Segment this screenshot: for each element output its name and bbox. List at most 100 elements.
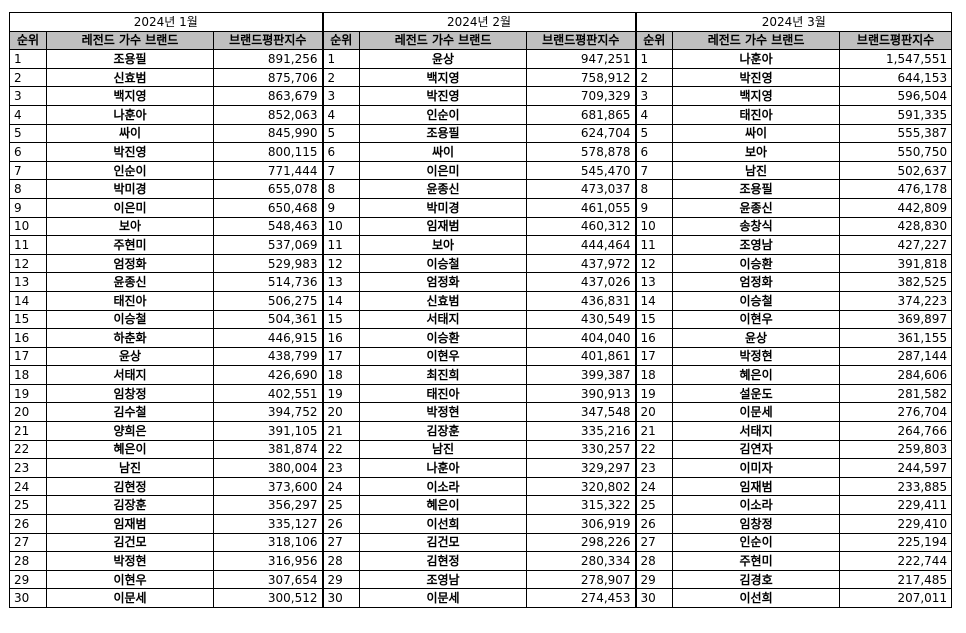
singer-name-cell: 박진영: [672, 67, 841, 88]
rank-cell: 17: [9, 346, 47, 367]
singer-name-cell: 서태지: [46, 365, 214, 385]
rank-cell: 20: [321, 402, 361, 423]
rank-cell: 13: [321, 272, 361, 292]
singer-name-cell: 혜은이: [672, 365, 841, 385]
rank-cell: 16: [634, 328, 674, 348]
singer-name-cell: 박정현: [359, 402, 528, 423]
rank-cell: 6: [9, 142, 47, 162]
singer-name-cell: 이은미: [46, 197, 214, 218]
singer-name-cell: 이승환: [672, 253, 841, 274]
header-brand: 레전드 가수 브랜드: [359, 30, 528, 51]
singer-name-cell: 송창식: [672, 216, 841, 237]
rank-cell: 19: [321, 383, 361, 404]
table-row: 23 남진 380,004 23 나훈아 329,297 23 이미자 244,597: [9, 458, 953, 478]
brand-reputation-table: 2024년 1월 2024년 2월 2024년 3월 순위 레전드 가수 브랜드…: [8, 12, 953, 608]
singer-name-cell: 조영남: [359, 569, 528, 590]
reputation-index-cell: 233,885: [839, 476, 953, 497]
singer-name-cell: 태진아: [672, 104, 841, 125]
rank-cell: 6: [321, 142, 361, 162]
singer-name-cell: 이소라: [672, 495, 841, 516]
reputation-index-cell: 845,990: [212, 123, 324, 144]
singer-name-cell: 싸이: [672, 123, 841, 144]
table-row: 26 임재범 335,127 26 이선희 306,919 26 임창정 229,410: [9, 514, 953, 534]
singer-name-cell: 엄정화: [359, 272, 528, 292]
rank-cell: 18: [634, 365, 674, 385]
rank-cell: 20: [9, 402, 47, 423]
rank-cell: 4: [9, 104, 47, 125]
reputation-index-cell: 222,744: [839, 551, 953, 571]
rank-cell: 17: [321, 346, 361, 367]
reputation-index-cell: 259,803: [839, 439, 953, 460]
reputation-index-cell: 335,127: [212, 514, 324, 534]
singer-name-cell: 신효범: [46, 67, 214, 88]
rank-cell: 23: [634, 458, 674, 478]
rank-cell: 5: [9, 123, 47, 144]
singer-name-cell: 주현미: [46, 235, 214, 255]
reputation-index-cell: 347,548: [526, 402, 637, 423]
rank-cell: 14: [9, 290, 47, 311]
singer-name-cell: 싸이: [46, 123, 214, 144]
rank-cell: 19: [9, 383, 47, 404]
reputation-index-cell: 947,251: [526, 49, 637, 69]
reputation-index-cell: 461,055: [526, 197, 637, 218]
rank-cell: 26: [634, 514, 674, 534]
reputation-index-cell: 229,410: [839, 514, 953, 534]
rank-cell: 11: [9, 235, 47, 255]
reputation-index-cell: 476,178: [839, 179, 953, 199]
singer-name-cell: 윤상: [359, 49, 528, 69]
rank-cell: 11: [321, 235, 361, 255]
table-row: 12 엄정화 529,983 12 이승철 437,972 12 이승환 391,818: [9, 253, 953, 274]
table-row: 5 싸이 845,990 5 조용필 624,704 5 싸이 555,387: [9, 123, 953, 144]
rank-cell: 8: [9, 179, 47, 199]
singer-name-cell: 인순이: [46, 160, 214, 181]
rank-cell: 21: [9, 421, 47, 441]
rank-cell: 10: [321, 216, 361, 237]
reputation-index-cell: 298,226: [526, 532, 637, 553]
header-rank: 순위: [321, 30, 361, 51]
singer-name-cell: 박미경: [359, 197, 528, 218]
table-row: 4 나훈아 852,063 4 인순이 681,865 4 태진아 591,335: [9, 104, 953, 125]
reputation-index-cell: 758,912: [526, 67, 637, 88]
singer-name-cell: 임재범: [359, 216, 528, 237]
table-row: 21 양희은 391,105 21 김장훈 335,216 21 서태지 264,766: [9, 421, 953, 441]
singer-name-cell: 윤상: [672, 328, 841, 348]
reputation-index-cell: 545,470: [526, 160, 637, 181]
table-row: 25 김장훈 356,297 25 혜은이 315,322 25 이소라 229,411: [9, 495, 953, 516]
rank-cell: 27: [9, 532, 47, 553]
reputation-index-cell: 229,411: [839, 495, 953, 516]
reputation-index-cell: 437,972: [526, 253, 637, 274]
singer-name-cell: 이문세: [46, 588, 214, 608]
rank-cell: 18: [9, 365, 47, 385]
ranking-rows: 1 조용필 891,256 1 윤상 947,251 1 나훈아 1,547,551 2 신효범 87…: [9, 49, 953, 608]
singer-name-cell: 김건모: [359, 532, 528, 553]
rank-cell: 12: [634, 253, 674, 274]
rank-cell: 8: [634, 179, 674, 199]
rank-cell: 23: [9, 458, 47, 478]
reputation-index-cell: 306,919: [526, 514, 637, 534]
month-title-jan: 2024년 1월: [8, 12, 324, 32]
singer-name-cell: 박정현: [672, 346, 841, 367]
rank-cell: 4: [321, 104, 361, 125]
rank-cell: 29: [9, 569, 47, 590]
table-row: 2 신효범 875,706 2 백지영 758,912 2 박진영 644,153: [9, 67, 953, 88]
singer-name-cell: 임창정: [46, 383, 214, 404]
rank-cell: 17: [634, 346, 674, 367]
singer-name-cell: 박정현: [46, 551, 214, 571]
singer-name-cell: 윤상: [46, 346, 214, 367]
reputation-index-cell: 274,453: [526, 588, 637, 608]
reputation-index-cell: 382,525: [839, 272, 953, 292]
rank-cell: 9: [321, 197, 361, 218]
rank-cell: 5: [321, 123, 361, 144]
reputation-index-cell: 591,335: [839, 104, 953, 125]
rank-cell: 5: [634, 123, 674, 144]
reputation-index-cell: 506,275: [212, 290, 324, 311]
reputation-index-cell: 300,512: [212, 588, 324, 608]
singer-name-cell: 남진: [46, 458, 214, 478]
singer-name-cell: 신효범: [359, 290, 528, 311]
reputation-index-cell: 428,830: [839, 216, 953, 237]
table-row: 30 이문세 300,512 30 이문세 274,453 30 이선희 207,011: [9, 588, 953, 608]
rank-cell: 2: [9, 67, 47, 88]
singer-name-cell: 서태지: [359, 309, 528, 330]
reputation-index-cell: 437,026: [526, 272, 637, 292]
table-row: 16 하춘화 446,915 16 이승환 404,040 16 윤상 361,155: [9, 328, 953, 348]
